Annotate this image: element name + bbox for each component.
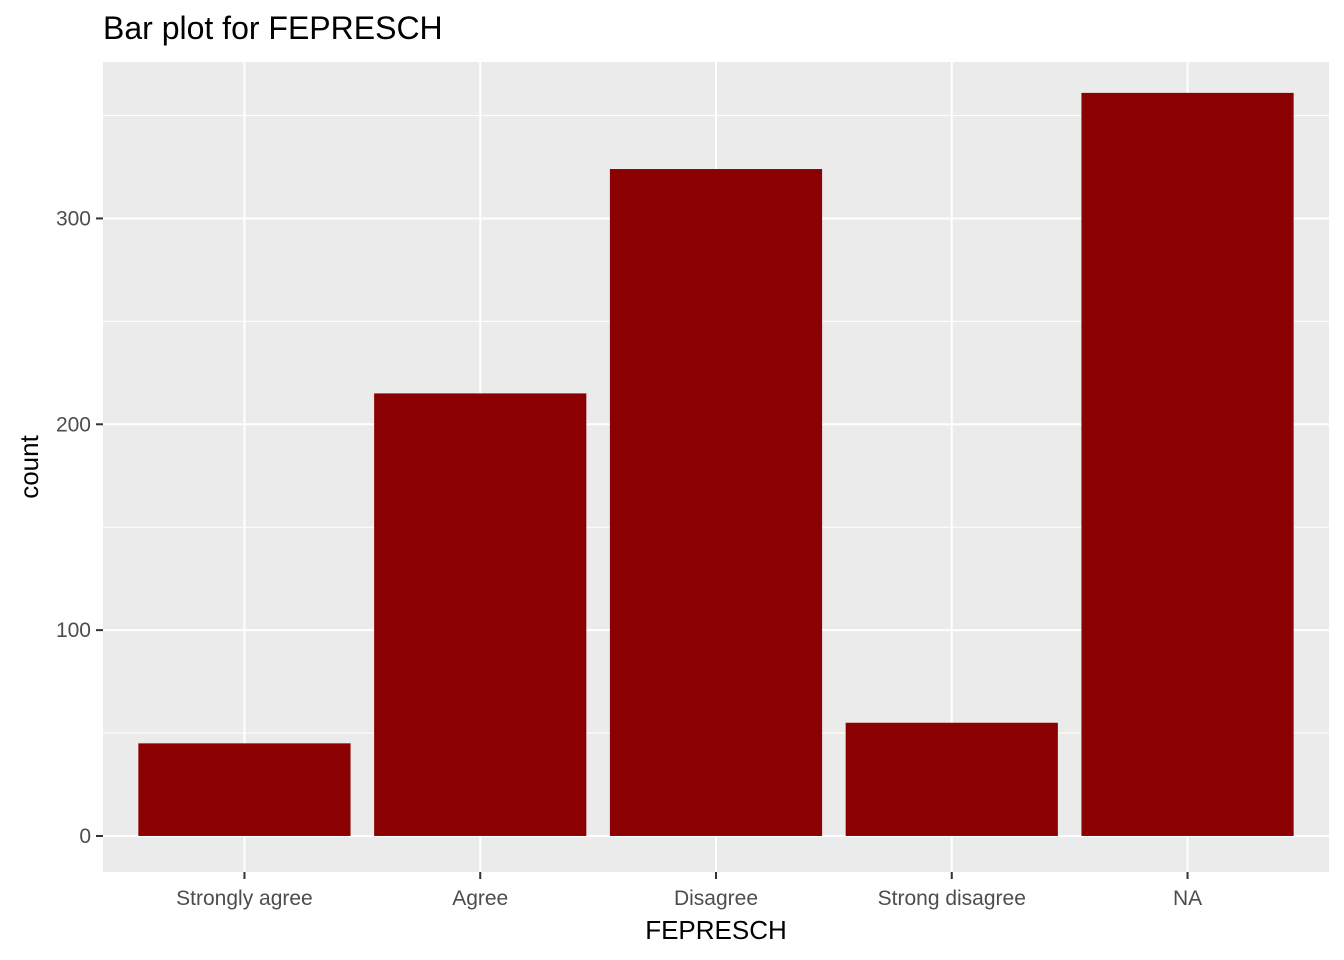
- x-axis: Strongly agree Agree Disagree Strong disagr…: [176, 872, 1202, 910]
- bar-1: [374, 393, 587, 836]
- bar-3: [845, 722, 1058, 836]
- x-tick-label: Disagree: [674, 887, 758, 910]
- y-tick-label: 100: [56, 619, 91, 642]
- y-tick-label: 200: [56, 413, 91, 436]
- bars: [138, 92, 1294, 836]
- x-tick-label: Strongly agree: [176, 887, 313, 910]
- y-axis-title: count: [14, 434, 44, 498]
- bar-0: [138, 743, 351, 836]
- bar-2: [609, 169, 823, 836]
- chart-title: Bar plot for FEPRESCH: [103, 10, 443, 46]
- y-tick-label: 300: [56, 207, 91, 230]
- x-axis-title: FEPRESCH: [645, 915, 787, 945]
- x-tick-label: Strong disagree: [878, 887, 1026, 910]
- bar-4: [1081, 92, 1294, 836]
- y-axis: 0 100 200 300: [56, 207, 103, 848]
- x-tick-label: NA: [1173, 887, 1202, 910]
- x-tick-label: Agree: [452, 887, 508, 910]
- y-tick-label: 0: [79, 825, 91, 848]
